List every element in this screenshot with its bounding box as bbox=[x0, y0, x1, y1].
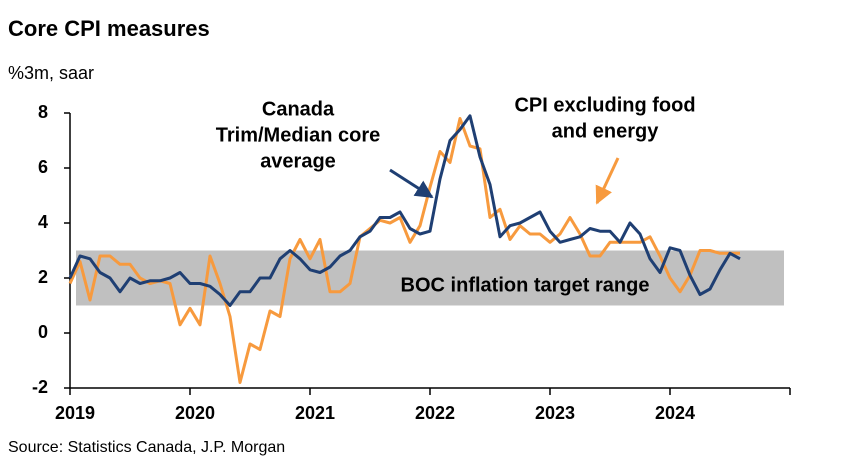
x-tick-label: 2024 bbox=[655, 403, 695, 423]
annotation: Canada bbox=[262, 98, 335, 120]
annotation-arrow bbox=[595, 157, 620, 205]
annotation: Trim/Median core bbox=[216, 124, 381, 146]
annotation: and energy bbox=[552, 120, 660, 142]
x-tick-label: 2022 bbox=[415, 403, 455, 423]
series-line bbox=[68, 117, 740, 384]
annotation-arrow bbox=[389, 168, 434, 199]
x-tick-label: 2023 bbox=[535, 403, 575, 423]
chart-title: Core CPI measures bbox=[8, 16, 210, 41]
y-tick-label: 4 bbox=[38, 212, 48, 232]
x-tick-label: 2019 bbox=[55, 403, 95, 423]
annotation: average bbox=[260, 150, 336, 172]
x-tick-label: 2021 bbox=[295, 403, 335, 423]
y-tick-label: 0 bbox=[38, 322, 48, 342]
annotation: CPI excluding food bbox=[514, 94, 695, 116]
series-line bbox=[68, 114, 741, 307]
y-tick-label: 6 bbox=[38, 157, 48, 177]
x-tick-label: 2020 bbox=[175, 403, 215, 423]
source: Source: Statistics Canada, J.P. Morgan bbox=[8, 439, 285, 456]
y-tick-label: 8 bbox=[38, 102, 48, 122]
subtitle: %3m, saar bbox=[8, 63, 94, 83]
y-tick-label: 2 bbox=[38, 267, 48, 287]
y-tick-label: -2 bbox=[32, 377, 48, 397]
band-label: BOC inflation target range bbox=[401, 274, 650, 296]
